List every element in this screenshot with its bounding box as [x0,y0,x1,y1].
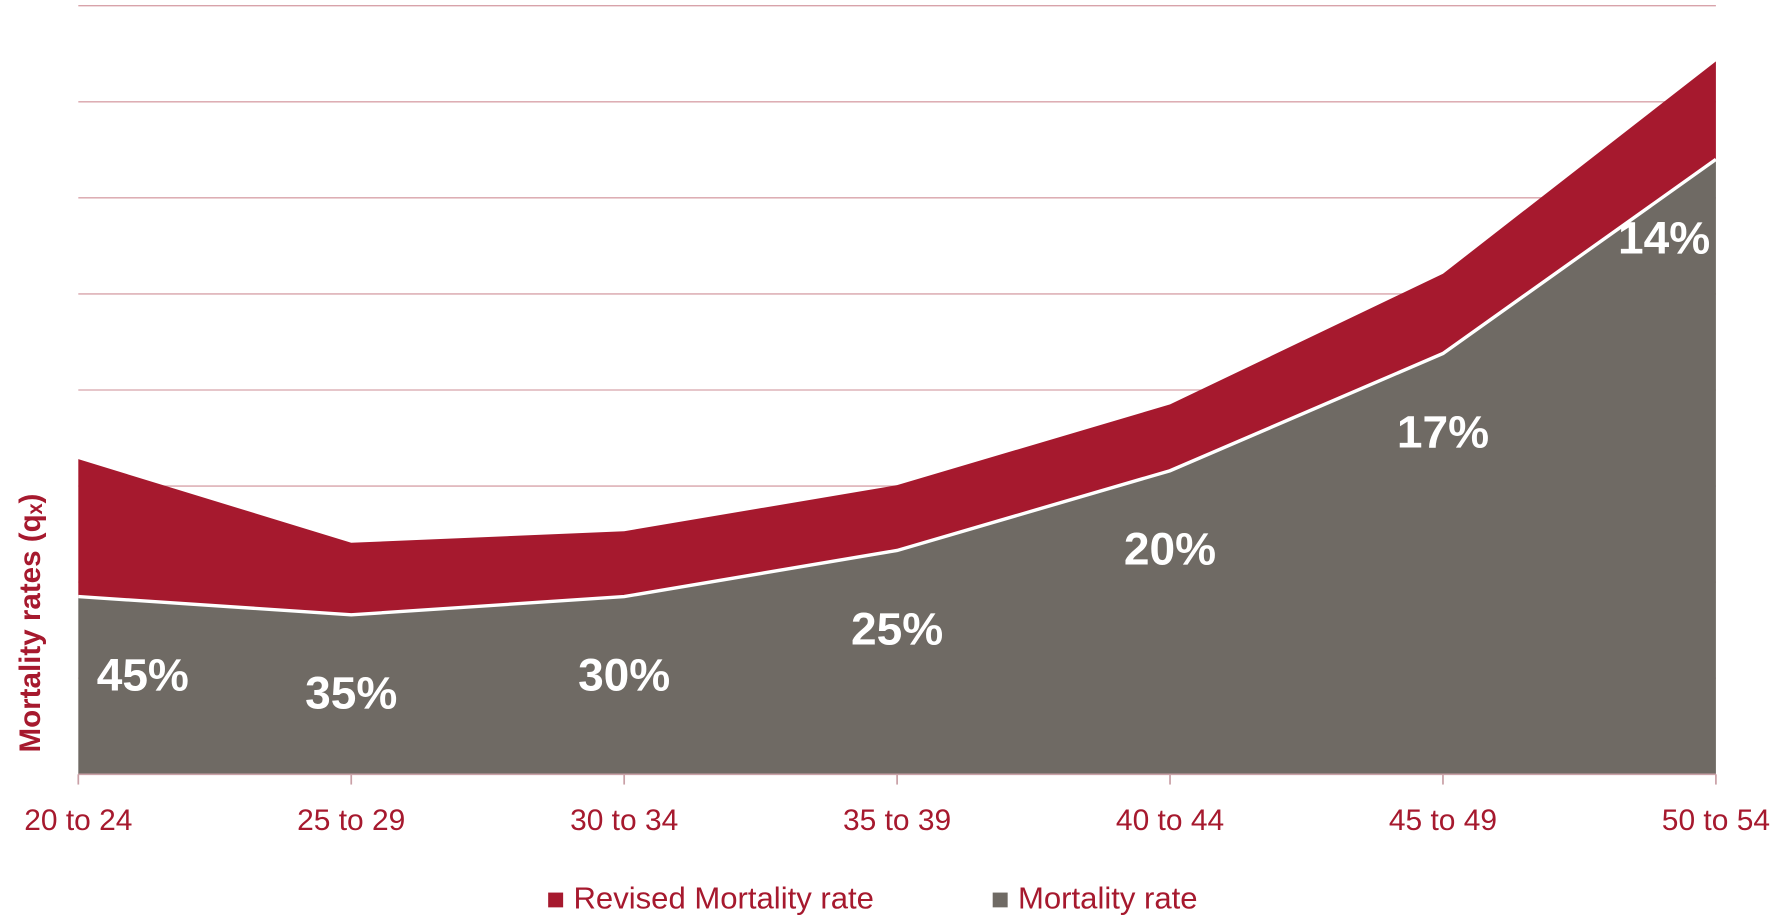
x-tick-label: 45 to 49 [1389,804,1497,837]
area-separator [78,158,1717,617]
y-axis-title: Mortality rates (qₓ) [14,494,47,753]
x-tick-label: 25 to 29 [297,804,405,837]
area-label: 25% [851,604,943,655]
area-label: 14% [1618,213,1710,264]
legend-swatch [992,892,1008,908]
area-label: 30% [578,650,670,701]
legend-swatch [548,892,564,908]
area [78,159,1716,775]
x-tick-label: 20 to 24 [24,804,132,837]
area-label: 20% [1124,524,1216,575]
x-tick-label: 30 to 34 [570,804,678,837]
x-tick-label: 35 to 39 [843,804,951,837]
legend-label: Mortality rate [1018,881,1198,916]
area [78,61,1716,615]
area-label: 35% [305,668,397,719]
area-label: 17% [1397,407,1489,458]
area-label: 45% [97,650,189,701]
x-tick-label: 40 to 44 [1116,804,1224,837]
x-tick-label: 50 to 54 [1662,804,1770,837]
legend-label: Revised Mortality rate [574,881,874,916]
